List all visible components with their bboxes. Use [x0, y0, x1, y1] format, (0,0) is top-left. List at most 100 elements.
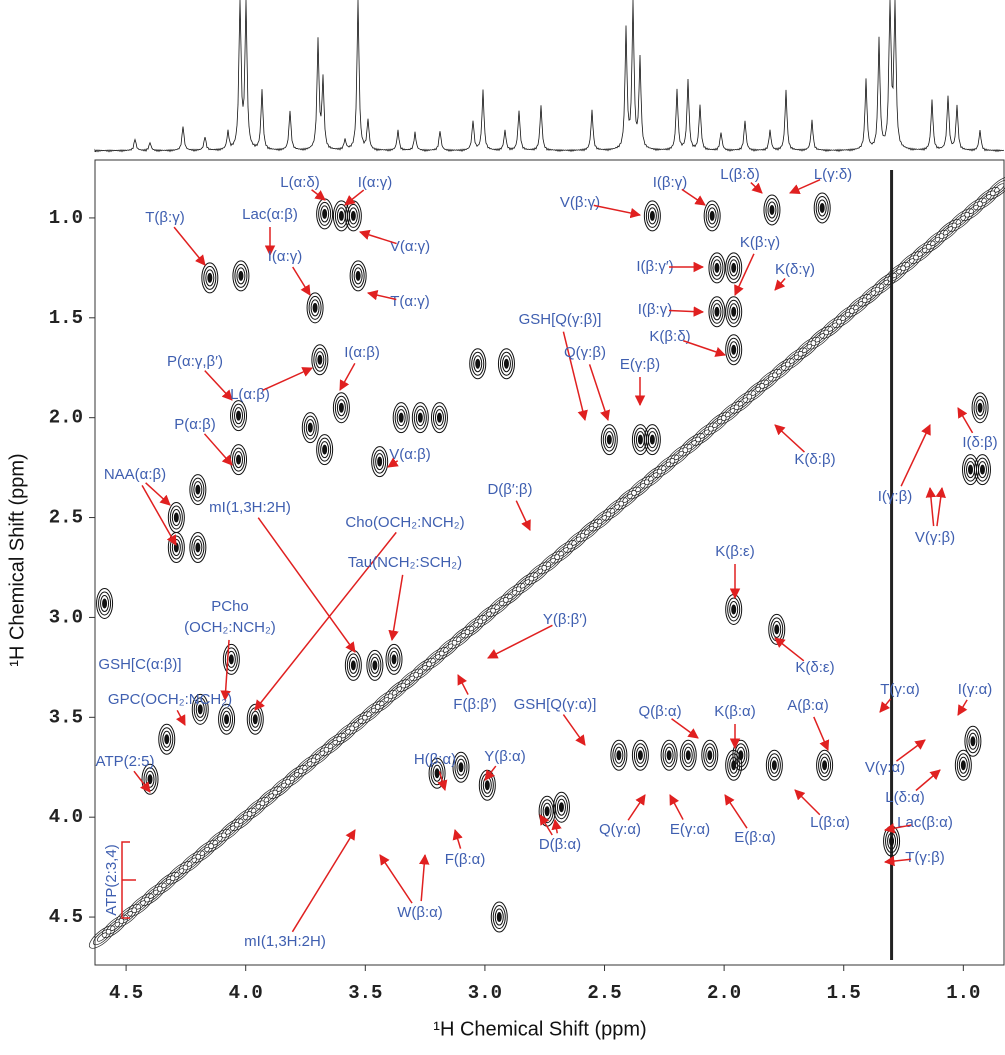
peak-ring — [970, 736, 976, 747]
annotation-arrow — [515, 500, 531, 531]
diagonal-contour — [704, 411, 731, 436]
peak-annotation: I(α:β) — [344, 344, 380, 361]
diagonal-contour — [88, 925, 116, 949]
peak — [497, 348, 515, 380]
peak-annotation: L(γ:δ) — [814, 166, 852, 183]
peak-ring — [647, 431, 657, 449]
peak-annotation: I(δ:β) — [962, 434, 997, 451]
peak-ring — [434, 768, 440, 779]
peak-ring — [197, 704, 203, 715]
peak-ring — [312, 302, 318, 313]
peak-annotation: I(γ:α) — [958, 681, 993, 698]
peak-ring — [703, 743, 717, 768]
annotation-arrow — [794, 789, 821, 816]
annotation-arrow — [379, 854, 413, 904]
annotation-arrow — [774, 277, 786, 291]
diagonal-contour — [294, 754, 321, 778]
diagonal-contour — [960, 197, 987, 221]
y-tick-label: 1.0 — [49, 207, 83, 229]
peak-annotation: Lac(β:α) — [897, 814, 953, 831]
peak-ring — [612, 743, 626, 768]
diagonal-contour — [793, 336, 821, 361]
annotation-arrow — [175, 709, 186, 726]
peak-annotation: Q(γ:β) — [564, 344, 606, 361]
annotation-arrow — [418, 853, 430, 902]
diagonal-contour — [255, 786, 282, 810]
diagonal-contour — [755, 368, 782, 393]
annotation-arrow — [203, 433, 233, 466]
peak-ring — [318, 201, 332, 226]
peak-annotation: T(γ:β) — [905, 849, 944, 866]
peak-annotation: L(α:β) — [230, 386, 270, 403]
diagonal-contour — [806, 326, 834, 350]
annotation-arrow — [883, 855, 912, 867]
peak-ring — [727, 255, 741, 280]
peak-ring — [147, 774, 153, 785]
annotation-arrow — [925, 486, 937, 527]
peak-ring — [496, 912, 502, 923]
diagonal-contour — [652, 454, 680, 478]
diagonal-contour — [281, 764, 308, 789]
peak-annotation: V(γ:α) — [865, 759, 905, 776]
peak-ring — [353, 267, 363, 285]
peak-ring — [205, 269, 215, 287]
peak-annotation: E(γ:α) — [670, 821, 710, 838]
diagonal-contour — [486, 593, 513, 617]
peak-ring — [351, 263, 365, 288]
peak — [954, 749, 972, 781]
peak-ring — [666, 750, 672, 761]
peak-ring — [494, 908, 504, 926]
peak — [301, 412, 319, 444]
peak-ring — [606, 434, 612, 445]
peak-ring — [191, 477, 205, 502]
1d-spectrum — [94, 0, 1005, 153]
diagonal-contour — [217, 818, 244, 842]
x-tick-label: 4.5 — [109, 982, 143, 1004]
peak — [971, 392, 989, 424]
peak-ring — [310, 299, 320, 317]
peak-ring — [368, 653, 382, 678]
peak-annotation: mI(1,3H:2H) — [209, 499, 291, 516]
diagonal-contour — [563, 529, 590, 553]
peak-ring — [817, 199, 827, 217]
peak-ring — [160, 727, 174, 752]
peak-ring — [705, 203, 719, 228]
peak-ring — [373, 449, 387, 474]
annotation-arrow — [883, 823, 912, 834]
peak — [189, 474, 207, 506]
peak-annotation: W(β:α) — [397, 904, 443, 921]
diagonal-contour — [114, 904, 142, 928]
peak-ring — [647, 207, 657, 225]
diagonal-contour — [909, 240, 936, 264]
peak-ring — [712, 259, 722, 277]
peak-annotation: T(β:γ) — [145, 209, 184, 226]
peak-ring — [968, 732, 978, 750]
diagonal-contour — [588, 508, 616, 532]
peak-ring — [162, 730, 172, 748]
diagonal-contour — [319, 732, 347, 757]
peak — [306, 292, 324, 324]
diagonal-contour — [178, 850, 206, 874]
peak-annotation: GSH[C(α:β)] — [98, 656, 181, 673]
peak-ring — [602, 427, 616, 452]
peak — [230, 400, 248, 432]
peak-ring — [195, 700, 205, 718]
peak-annotation: K(δ:γ) — [775, 261, 815, 278]
peak-ring — [252, 714, 258, 725]
peak-ring — [207, 272, 213, 283]
peak — [765, 749, 783, 781]
peak-ring — [714, 262, 720, 273]
peak-ring — [238, 270, 244, 281]
annotation-arrow — [915, 769, 941, 792]
peak-ring — [102, 598, 108, 609]
peak — [643, 424, 661, 456]
peak — [141, 763, 159, 795]
diagonal-contour — [870, 272, 898, 296]
peak-ring — [236, 454, 242, 465]
peak-ring — [966, 729, 980, 754]
peak — [392, 402, 410, 434]
peak-ring — [820, 756, 830, 774]
peak-ring — [222, 710, 232, 728]
diagonal-contour — [422, 647, 449, 671]
peak-ring — [355, 270, 361, 281]
